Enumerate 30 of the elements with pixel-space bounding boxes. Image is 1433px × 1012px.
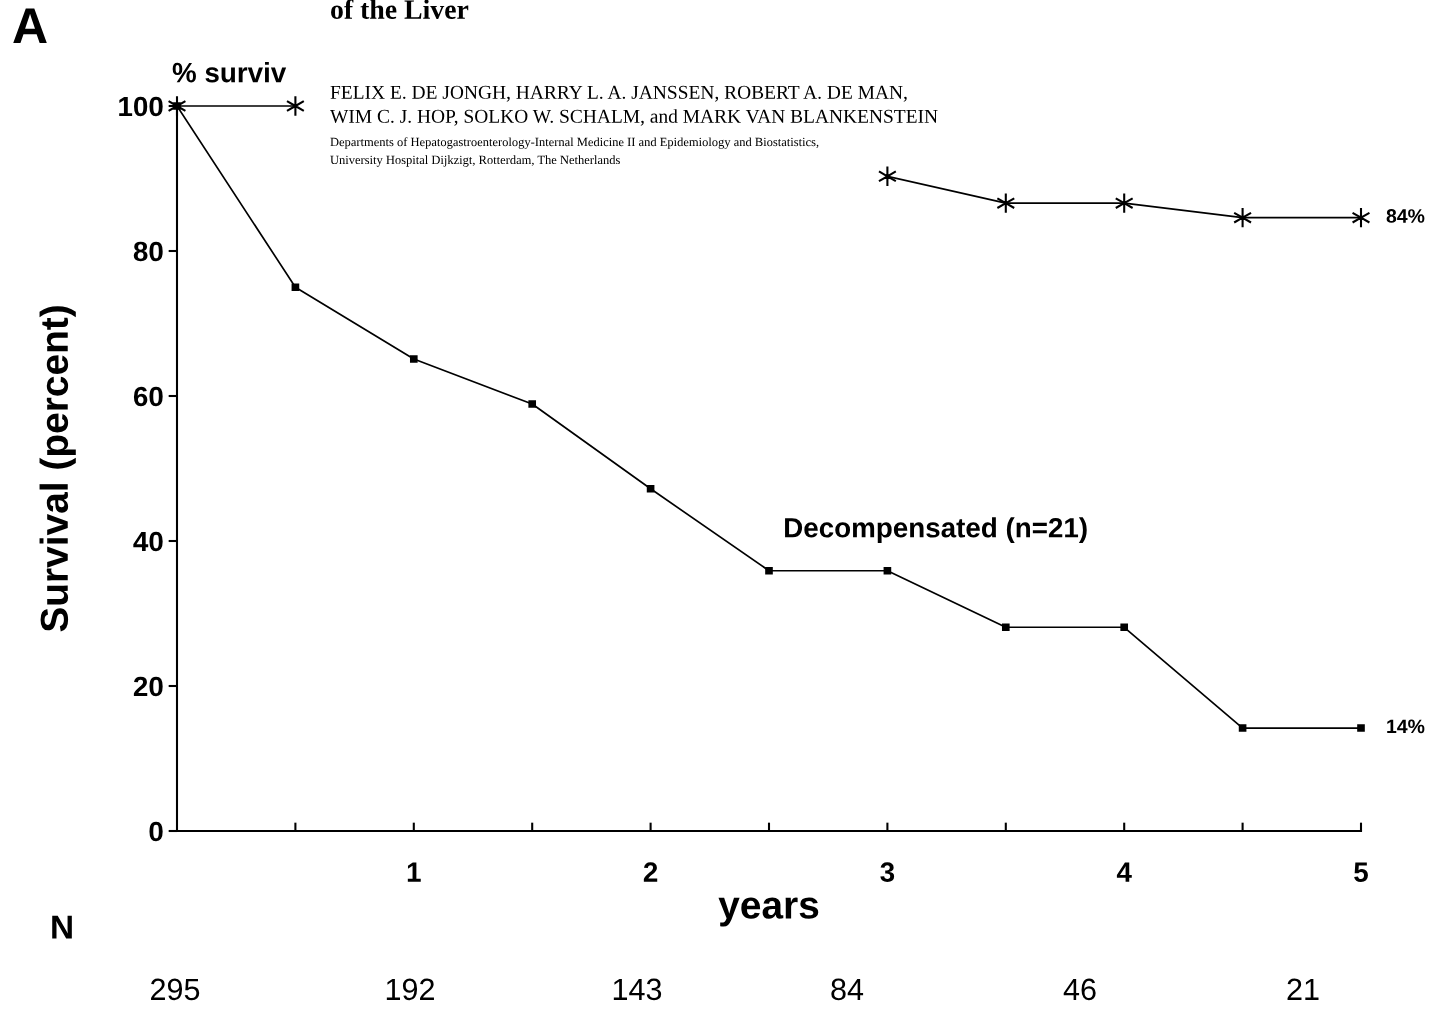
- annotation: 84%: [1386, 209, 1425, 223]
- x-tick-label: 2: [643, 862, 658, 882]
- annotation: WIM C. J. HOP, SOLKO W. SCHALM, and MARK VAN BLANKENSTEIN: [330, 109, 938, 126]
- x-tick-label: 5: [1354, 862, 1368, 882]
- y-axis-title: Survival (percent): [39, 306, 76, 632]
- y-tick-label: 0: [149, 821, 163, 842]
- annotation: 14%: [1387, 719, 1425, 734]
- text: 143: [613, 978, 662, 1001]
- text: 84: [831, 978, 864, 1001]
- y-tick-label: 40: [133, 531, 163, 552]
- y-tick-label: 80: [133, 241, 163, 262]
- x-axis-title: years: [718, 897, 819, 927]
- text: 192: [386, 978, 434, 1001]
- text: FELIX E. DE JONGH, HARRY L. A. JANSSEN, ROBERT A. DE MAN,: [330, 85, 907, 102]
- x-tick-label: 4: [1116, 862, 1132, 882]
- text: 21: [1287, 978, 1319, 1000]
- annotation: University Hospital Dijkzigt, Rotterdam, The Netherlands: [330, 155, 620, 167]
- x-tick-label: 1: [407, 862, 421, 882]
- text: A: [13, 8, 47, 43]
- y-tick-label: 20: [133, 676, 163, 697]
- series-label: Decompensated (n=21): [785, 517, 1087, 544]
- text: N: [52, 915, 72, 939]
- text: % surviv: [172, 62, 287, 83]
- text: 46: [1063, 978, 1096, 1001]
- x-tick-label: 3: [880, 862, 895, 882]
- y-tick-label: 60: [133, 386, 163, 407]
- y-tick-label: 100: [119, 96, 163, 117]
- annotation: Departments of Hepatogastroenterology-Internal Medicine II and Epidemiology and Biostatistics,: [330, 137, 819, 149]
- text: 295: [151, 978, 200, 1001]
- chart-title: of the Liver: [331, 0, 469, 19]
